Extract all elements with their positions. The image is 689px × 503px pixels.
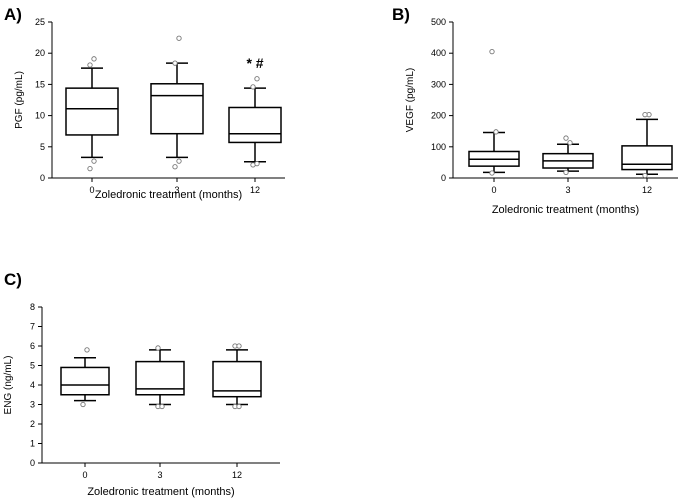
x-tick-label: 0 — [89, 185, 94, 195]
outlier-point — [493, 129, 499, 135]
outlier-point — [172, 60, 178, 66]
y-tick-label: 500 — [431, 17, 446, 27]
outlier-point — [563, 135, 569, 141]
y-tick-label: 0 — [40, 173, 45, 183]
y-tick-label: 0 — [30, 458, 35, 468]
y-tick-label: 400 — [431, 48, 446, 58]
outlier-point — [236, 403, 242, 410]
outlier-point — [84, 347, 90, 353]
outlier-point — [87, 165, 93, 172]
y-axis-title: VEGF (pg/mL) — [405, 68, 416, 132]
x-tick-label: 0 — [82, 470, 87, 480]
panel-label: A) — [4, 5, 22, 24]
y-tick-label: 200 — [431, 111, 446, 121]
box-group-0 — [60, 347, 110, 408]
box-group-3 — [135, 345, 185, 410]
outlier-point — [567, 140, 573, 146]
x-tick-label: 3 — [157, 470, 162, 480]
outlier-point — [176, 35, 182, 41]
box-iqr — [150, 83, 204, 135]
y-tick-label: 5 — [40, 142, 45, 152]
y-axis-title: ENG (ng/mL) — [3, 356, 14, 415]
x-axis-title: Zoledronic treatment (months) — [95, 189, 242, 201]
x-axis-title: Zoledronic treatment (months) — [87, 486, 234, 498]
y-tick-label: 7 — [30, 322, 35, 332]
x-tick-label: 12 — [642, 185, 652, 195]
outlier-point — [91, 56, 97, 62]
box-iqr — [228, 106, 282, 144]
outlier-point — [250, 84, 256, 90]
outlier-point — [236, 343, 242, 349]
y-tick-label: 6 — [30, 341, 35, 351]
outlier-point — [159, 403, 165, 410]
panel-label: C) — [4, 270, 22, 289]
y-tick-label: 15 — [35, 79, 45, 89]
outlier-point — [155, 345, 161, 351]
x-tick-label: 0 — [491, 185, 496, 195]
y-tick-label: 100 — [431, 142, 446, 152]
y-tick-label: 3 — [30, 400, 35, 410]
box-group-12 — [621, 112, 673, 179]
outlier-point — [80, 401, 86, 408]
box-iqr — [621, 145, 673, 171]
box-group-3 — [542, 135, 594, 176]
x-tick-label: 3 — [174, 185, 179, 195]
x-tick-label: 3 — [565, 185, 570, 195]
box-group-3 — [150, 35, 204, 170]
outlier-point — [563, 169, 569, 176]
box-group-0 — [468, 48, 520, 176]
y-tick-label: 4 — [30, 380, 35, 390]
panel-label: B) — [392, 5, 410, 24]
outlier-point — [87, 62, 93, 68]
box-group-0 — [65, 56, 119, 172]
y-axis-title: PGF (pg/mL) — [14, 71, 25, 129]
outlier-point — [489, 48, 495, 55]
y-tick-label: 20 — [35, 48, 45, 58]
outlier-point — [91, 158, 97, 164]
chart-panel-b: B) 0 100 200 300 400 500 VEGF (pg/mL) Zoledronic… — [392, 5, 678, 216]
outlier-point — [642, 172, 648, 179]
y-tick-label: 10 — [35, 111, 45, 121]
y-tick-label: 25 — [35, 17, 45, 27]
y-tick-label: 2 — [30, 419, 35, 429]
significance-annotation: * # — [246, 55, 263, 71]
box-iqr — [135, 360, 185, 396]
chart-panel-a: A) 0 5 10 15 20 25 PGF (pg/mL) Zoledronic treatm… — [4, 5, 285, 201]
x-tick-label: 12 — [250, 185, 260, 195]
outlier-point — [489, 170, 495, 176]
box-iqr — [60, 366, 110, 396]
y-tick-label: 5 — [30, 361, 35, 371]
x-axis-title: Zoledronic treatment (months) — [492, 204, 639, 216]
y-tick-label: 8 — [30, 302, 35, 312]
y-tick-label: 1 — [30, 439, 35, 449]
outlier-point — [176, 158, 182, 164]
outlier-point — [254, 160, 260, 167]
y-tick-label: 300 — [431, 79, 446, 89]
x-tick-label: 12 — [232, 470, 242, 480]
box-iqr — [65, 87, 119, 136]
box-group-12 — [228, 76, 282, 168]
y-tick-label: 0 — [441, 173, 446, 183]
outlier-point — [254, 76, 260, 82]
outlier-point — [172, 164, 178, 170]
box-group-12 — [212, 343, 262, 410]
outlier-point — [642, 112, 648, 118]
